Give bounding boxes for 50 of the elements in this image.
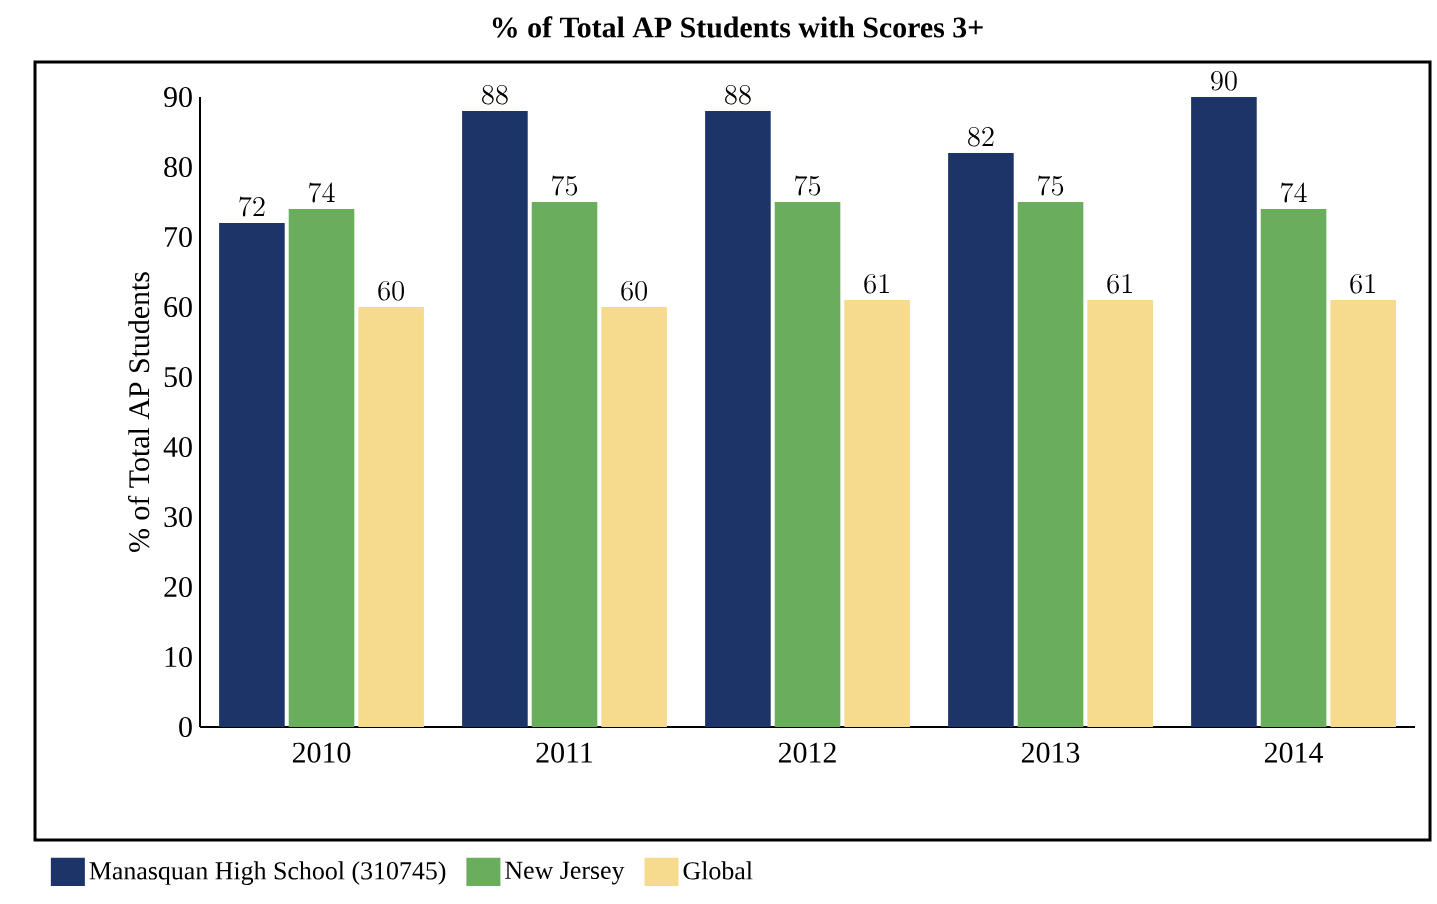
legend-label: Global [683,861,753,880]
bar [358,306,424,727]
y-tick-label: 40 [163,436,192,458]
bar [219,222,285,727]
data-label: 88 [482,84,508,105]
bar [462,110,528,727]
data-label: 90 [1211,70,1237,91]
y-tick-label: 50 [164,366,192,388]
y-tick-label: 10 [165,646,192,668]
data-label: 60 [378,280,404,301]
bar [948,152,1014,727]
legend-label: New Jersey [505,861,625,885]
x-tick-label: 2013 [1021,742,1080,763]
x-tick-label: 2010 [292,742,351,763]
data-label: 75 [795,175,821,196]
bar [1017,201,1084,727]
data-label: 75 [552,175,578,196]
y-tick-label: 90 [164,86,192,108]
data-label: 75 [1038,175,1064,196]
bar [774,201,841,727]
data-label: 82 [968,126,994,147]
data-label: 74 [1281,182,1307,203]
y-tick-label: 80 [164,156,192,178]
data-label: 60 [621,280,647,301]
y-axis-title: % of Total AP Students [127,272,150,552]
x-tick-label: 2011 [536,742,593,763]
y-tick-label: 70 [165,226,192,248]
legend-label: Manasquan High School (310745) [89,861,446,885]
bar [1260,208,1327,727]
bar [844,299,910,727]
bar [288,208,355,727]
data-label: 61 [1107,273,1132,294]
bar [531,201,598,727]
data-label: 72 [239,196,265,217]
chart-title: % of Total AP Students with Scores 3+ [492,16,983,38]
y-tick-label: 30 [164,506,192,528]
data-label: 61 [1350,273,1375,294]
data-label: 88 [725,84,751,105]
x-tick-label: 2014 [1264,742,1323,763]
x-tick-label: 2012 [778,742,836,763]
bar [1087,299,1153,727]
data-label: 74 [309,182,335,203]
y-tick-label: 0 [179,716,192,738]
y-tick-label: 20 [164,576,192,598]
bar [1330,299,1396,727]
bar [1191,96,1257,727]
bar [601,306,667,727]
data-label: 61 [864,273,889,294]
bar [705,110,771,727]
y-tick-label: 60 [164,296,192,318]
